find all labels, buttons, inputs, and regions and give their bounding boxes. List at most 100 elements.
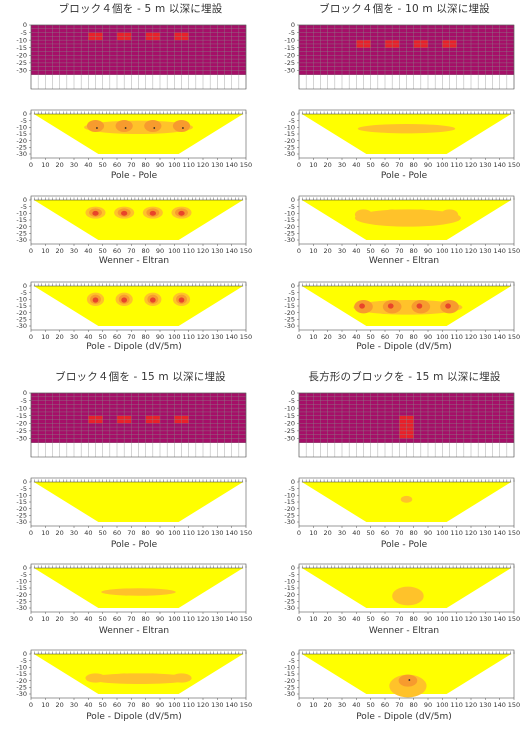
s4-pd-xtick-8: 80 <box>410 701 418 709</box>
s3-pp-ytick-6: -30 <box>16 518 27 526</box>
s4-pd-xtick-4: 40 <box>352 701 360 709</box>
s4-we-xtick-12: 120 <box>465 615 477 623</box>
s4-pp-xtick-4: 40 <box>352 529 360 537</box>
s3-pd-ytick-6: -30 <box>16 690 27 698</box>
s3-pd-xtick-7: 70 <box>127 701 135 709</box>
s1-we-xtick-10: 100 <box>168 247 180 255</box>
s2-pd-ytick-5: -25 <box>284 316 295 324</box>
s1-pp-anom-band <box>84 120 193 134</box>
s4-pd-pt <box>408 679 411 681</box>
s3-pp-xtick-1: 10 <box>41 529 49 537</box>
s2-pd-xtick-12: 120 <box>465 333 477 341</box>
s2-pd-xtick-15: 150 <box>508 333 520 341</box>
s2-we-xtick-9: 90 <box>424 247 432 255</box>
s3-pd-xtick-5: 50 <box>99 701 107 709</box>
scenario-title-s1: ブロック４個を - 5 m 以深に埋設 <box>58 3 223 15</box>
s3-pp-xtick-4: 40 <box>84 529 92 537</box>
s1-we-core-1 <box>121 210 128 216</box>
s2-model-ytick-3: -15 <box>284 44 295 52</box>
caption-s2-pole-dipole: Pole - Dipole (dV/5m) <box>356 342 452 352</box>
s3-we-section <box>33 568 244 608</box>
s4-pp-xtick-15: 150 <box>508 529 520 537</box>
s4-pd-ytick-0: 0 <box>291 650 295 658</box>
s3-model-ytick-6: -30 <box>16 435 27 443</box>
s2-model-ytick-1: -5 <box>289 29 295 37</box>
s3-pp-xtick-12: 120 <box>197 529 209 537</box>
s2-pd-xtick-11: 110 <box>450 333 462 341</box>
s4-model-ytick-0: 0 <box>291 389 295 397</box>
s3-we-ytick-4: -20 <box>16 591 27 599</box>
s4-pd-ytick-1: -5 <box>289 657 295 665</box>
s1-pd-xtick-9: 90 <box>156 333 164 341</box>
s1-pp-ytick-3: -15 <box>16 130 27 138</box>
s1-pp-xtick-13: 130 <box>211 161 223 169</box>
s3-pd-ytick-1: -5 <box>21 657 27 665</box>
s3-pp-xtick-15: 150 <box>240 529 252 537</box>
s3-pd-xtick-4: 40 <box>84 701 92 709</box>
s2-pp-ytick-2: -10 <box>284 124 295 132</box>
s2-pp-ytick-1: -5 <box>289 117 295 125</box>
s4-we-xtick-13: 130 <box>479 615 491 623</box>
s1-pp-xtick-2: 20 <box>56 161 64 169</box>
s3-pp-xtick-0: 0 <box>29 529 33 537</box>
s4-pd-ytick-6: -30 <box>284 690 295 698</box>
s3-model-grid <box>30 392 247 457</box>
s2-pd-xtick-4: 40 <box>352 333 360 341</box>
s2-we-xtick-5: 50 <box>367 247 375 255</box>
s2-pp-xtick-6: 60 <box>381 161 389 169</box>
s1-pd-ytick-6: -30 <box>16 322 27 330</box>
s2-pp-section <box>301 114 512 154</box>
s1-model-ytick-4: -20 <box>16 52 27 60</box>
s4-we-xtick-8: 80 <box>410 615 418 623</box>
s2-pd-xtick-8: 80 <box>410 333 418 341</box>
s3-pd-xtick-8: 80 <box>142 701 150 709</box>
s4-pp-xtick-1: 10 <box>309 529 317 537</box>
s2-pd-xtick-3: 30 <box>338 333 346 341</box>
s4-pd-ytick-4: -20 <box>284 677 295 685</box>
s4-we-xtick-14: 140 <box>493 615 505 623</box>
s3-pd-xtick-1: 10 <box>41 701 49 709</box>
s3-we-xtick-8: 80 <box>142 615 150 623</box>
s1-model-ytick-0: 0 <box>23 21 27 29</box>
s1-we-section <box>33 200 244 240</box>
s1-we-ytick-6: -30 <box>16 236 27 244</box>
s1-pp-xtick-8: 80 <box>142 161 150 169</box>
s3-pp-ytick-3: -15 <box>16 498 27 506</box>
s1-we-xtick-2: 20 <box>56 247 64 255</box>
s2-pp-xtick-2: 20 <box>324 161 332 169</box>
s1-pd-ytick-4: -20 <box>16 309 27 317</box>
s1-pd-xtick-2: 20 <box>56 333 64 341</box>
s1-pd-xtick-1: 10 <box>41 333 49 341</box>
s2-pp-xtick-3: 30 <box>338 161 346 169</box>
s4-we-xtick-7: 70 <box>395 615 403 623</box>
s4-pp-xtick-5: 50 <box>367 529 375 537</box>
s4-we-xtick-4: 40 <box>352 615 360 623</box>
s2-pp-xtick-13: 130 <box>479 161 491 169</box>
s4-pp-ytick-1: -5 <box>289 485 295 493</box>
s3-pd-xtick-2: 20 <box>56 701 64 709</box>
s4-pp-xtick-8: 80 <box>410 529 418 537</box>
s2-pp-ytick-3: -15 <box>284 130 295 138</box>
s1-we-xtick-13: 130 <box>211 247 223 255</box>
s4-we-xtick-2: 20 <box>324 615 332 623</box>
s3-pp-ytick-4: -20 <box>16 505 27 513</box>
s4-we-anom <box>392 586 424 606</box>
s2-pd-xtick-2: 20 <box>324 333 332 341</box>
s2-we-xtick-13: 130 <box>479 247 491 255</box>
s1-pd-xtick-14: 140 <box>225 333 237 341</box>
s1-pd-xtick-4: 40 <box>84 333 92 341</box>
s1-we-ytick-5: -25 <box>16 230 27 238</box>
s4-pp-xtick-14: 140 <box>493 529 505 537</box>
s2-we-lobe-3 <box>440 209 459 221</box>
s3-we-ytick-1: -5 <box>21 571 27 579</box>
s2-we-xtick-0: 0 <box>297 247 301 255</box>
s4-pd-xtick-10: 100 <box>436 701 448 709</box>
s2-pp-xtick-15: 150 <box>508 161 520 169</box>
s1-pp-xtick-12: 120 <box>197 161 209 169</box>
s2-we-xtick-8: 80 <box>410 247 418 255</box>
s4-we-xtick-6: 60 <box>381 615 389 623</box>
scenario-title-s4: 長方形のブロックを - 15 m 以深に埋設 <box>308 371 501 383</box>
s2-pd-anom-band <box>353 300 463 315</box>
s3-pd-ytick-0: 0 <box>23 650 27 658</box>
s2-pd-core-3 <box>445 303 451 309</box>
